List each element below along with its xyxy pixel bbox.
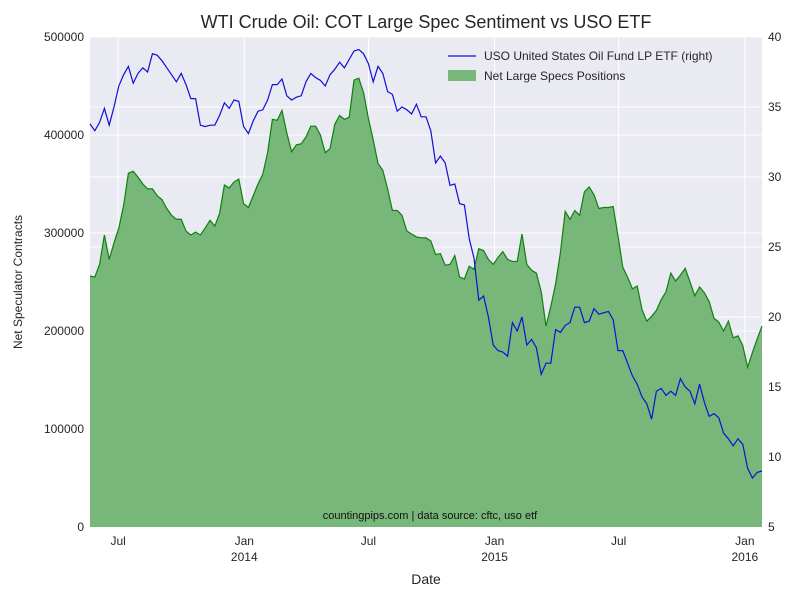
y2-tick-label: 5 bbox=[768, 520, 775, 534]
y2-tick-label: 35 bbox=[768, 100, 782, 114]
tick-labels: 0 100000 200000 300000 400000 500000 5 10 15 20 25… bbox=[44, 30, 782, 564]
x-tick-label: Jul bbox=[361, 534, 376, 548]
y2-tick-label: 30 bbox=[768, 170, 782, 184]
area-series-layer bbox=[89, 77, 763, 527]
net-large-specs-area bbox=[90, 78, 762, 527]
y2-tick-label: 20 bbox=[768, 310, 782, 324]
x-tick-label: Jan bbox=[235, 534, 254, 548]
y-tick-label: 0 bbox=[77, 520, 84, 534]
x-tick-label: Jan bbox=[485, 534, 504, 548]
line-series-layer bbox=[89, 48, 763, 480]
y-axis-label: Net Speculator Contracts bbox=[11, 215, 25, 349]
x-axis-label: Date bbox=[411, 571, 441, 587]
legend-label-uso: USO United States Oil Fund LP ETF (right… bbox=[484, 49, 713, 63]
source-annotation: countingpips.com | data source: cftc, us… bbox=[323, 510, 538, 522]
y2-tick-label: 25 bbox=[768, 240, 782, 254]
net-large-specs-line bbox=[89, 77, 763, 370]
x-tick-label: Jan bbox=[735, 534, 754, 548]
y2-tick-label: 40 bbox=[768, 30, 782, 44]
uso-price-line bbox=[89, 48, 763, 480]
x-tick-label: Jul bbox=[110, 534, 125, 548]
chart-title: WTI Crude Oil: COT Large Spec Sentiment … bbox=[201, 12, 652, 32]
x-tick-year-label: 2016 bbox=[732, 550, 759, 564]
legend-label-specs: Net Large Specs Positions bbox=[484, 69, 625, 83]
y-tick-label: 200000 bbox=[44, 324, 84, 338]
x-tick-year-label: 2015 bbox=[481, 550, 508, 564]
y2-tick-label: 10 bbox=[768, 450, 782, 464]
y-tick-label: 300000 bbox=[44, 226, 84, 240]
x-tick-label: Jul bbox=[611, 534, 626, 548]
y-tick-label: 400000 bbox=[44, 128, 84, 142]
y-tick-label: 100000 bbox=[44, 422, 84, 436]
legend: USO United States Oil Fund LP ETF (right… bbox=[448, 49, 713, 83]
y-tick-label: 500000 bbox=[44, 30, 84, 44]
y2-tick-label: 15 bbox=[768, 380, 782, 394]
legend-swatch-specs bbox=[448, 70, 476, 81]
x-tick-year-label: 2014 bbox=[231, 550, 258, 564]
